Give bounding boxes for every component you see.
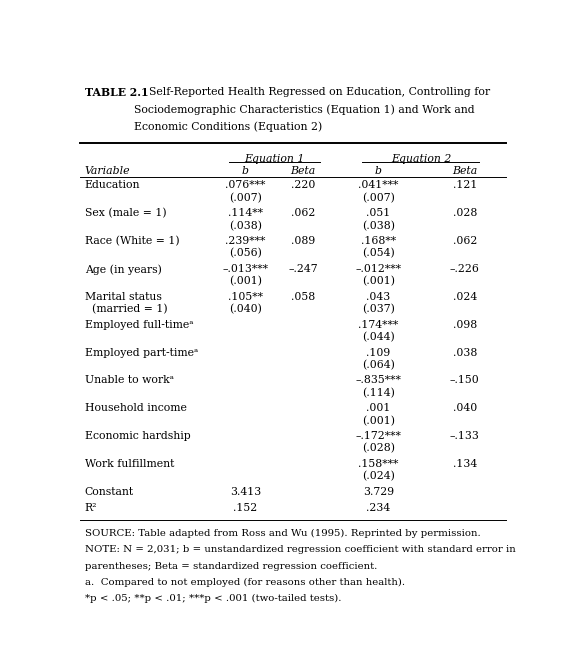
Text: (.007): (.007)	[362, 193, 395, 203]
Text: .051: .051	[366, 209, 390, 218]
Text: (.044): (.044)	[362, 332, 395, 342]
Text: Unable to workᵃ: Unable to workᵃ	[85, 375, 174, 386]
Text: Constant: Constant	[85, 487, 134, 497]
Text: (.024): (.024)	[362, 471, 395, 481]
Text: (.054): (.054)	[362, 248, 395, 258]
Text: Economic Conditions (Equation 2): Economic Conditions (Equation 2)	[134, 121, 322, 132]
Text: –.012***: –.012***	[355, 264, 402, 274]
Text: b: b	[375, 166, 382, 176]
Text: Beta: Beta	[290, 166, 316, 176]
Text: .152: .152	[233, 503, 257, 512]
Text: (.064): (.064)	[362, 360, 395, 370]
Text: (.037): (.037)	[362, 304, 395, 315]
Text: (.007): (.007)	[229, 193, 262, 203]
Text: SOURCE: Table adapted from Ross and Wu (1995). Reprinted by permission.: SOURCE: Table adapted from Ross and Wu (…	[85, 528, 480, 538]
Text: .076***: .076***	[225, 180, 265, 191]
Text: b: b	[242, 166, 249, 176]
Text: .062: .062	[291, 209, 315, 218]
Text: (.040): (.040)	[229, 304, 262, 315]
Text: Education: Education	[85, 180, 140, 191]
Text: Variable: Variable	[85, 166, 130, 176]
Text: Employed part-timeᵃ: Employed part-timeᵃ	[85, 348, 198, 358]
Text: .001: .001	[366, 403, 391, 413]
Text: (.001): (.001)	[362, 276, 395, 287]
Text: TABLE 2.1: TABLE 2.1	[85, 87, 148, 98]
Text: Equation 1: Equation 1	[244, 154, 304, 163]
Text: .043: .043	[366, 292, 390, 302]
Text: parentheses; Beta = standardized regression coefficient.: parentheses; Beta = standardized regress…	[85, 561, 377, 570]
Text: (.038): (.038)	[362, 220, 395, 231]
Text: –.150: –.150	[450, 375, 479, 386]
Text: –.247: –.247	[288, 264, 317, 274]
Text: (.028): (.028)	[362, 443, 395, 453]
Text: (.038): (.038)	[229, 220, 262, 231]
Text: .220: .220	[291, 180, 315, 191]
Text: .105**: .105**	[228, 292, 263, 302]
Text: .234: .234	[366, 503, 390, 512]
Text: –.835***: –.835***	[355, 375, 401, 386]
Text: Race (White = 1): Race (White = 1)	[85, 236, 180, 247]
Text: .058: .058	[291, 292, 315, 302]
Text: Sociodemographic Characteristics (Equation 1) and Work and: Sociodemographic Characteristics (Equati…	[134, 105, 474, 115]
Text: .114**: .114**	[228, 209, 263, 218]
Text: .024: .024	[452, 292, 477, 302]
Text: Beta: Beta	[452, 166, 477, 176]
Text: .098: .098	[452, 320, 477, 329]
Text: .121: .121	[452, 180, 477, 191]
Text: Economic hardship: Economic hardship	[85, 431, 190, 441]
Text: –.172***: –.172***	[355, 431, 401, 441]
Text: (.001): (.001)	[229, 276, 262, 287]
Text: (.001): (.001)	[362, 415, 395, 426]
Text: .168**: .168**	[361, 236, 396, 246]
Text: 3.413: 3.413	[229, 487, 261, 497]
Text: (.114): (.114)	[362, 388, 395, 398]
Text: –.013***: –.013***	[223, 264, 268, 274]
Text: (married = 1): (married = 1)	[85, 304, 168, 315]
Text: Employed full-timeᵃ: Employed full-timeᵃ	[85, 320, 193, 329]
Text: Household income: Household income	[85, 403, 186, 413]
Text: .040: .040	[452, 403, 477, 413]
Text: Marital status: Marital status	[85, 292, 162, 302]
Text: Equation 2: Equation 2	[392, 154, 452, 163]
Text: .041***: .041***	[358, 180, 399, 191]
Text: Self-Reported Health Regressed on Education, Controlling for: Self-Reported Health Regressed on Educat…	[149, 87, 490, 98]
Text: Sex (male = 1): Sex (male = 1)	[85, 209, 166, 218]
Text: .174***: .174***	[358, 320, 398, 329]
Text: .109: .109	[366, 348, 390, 358]
Text: .038: .038	[452, 348, 477, 358]
Text: .089: .089	[291, 236, 315, 246]
Text: .134: .134	[452, 459, 477, 469]
Text: –.226: –.226	[450, 264, 480, 274]
Text: .062: .062	[452, 236, 477, 246]
Text: *p < .05; **p < .01; ***p < .001 (two-tailed tests).: *p < .05; **p < .01; ***p < .001 (two-ta…	[85, 594, 341, 603]
Text: 3.729: 3.729	[363, 487, 394, 497]
Text: Age (in years): Age (in years)	[85, 264, 162, 275]
Text: Work fulfillment: Work fulfillment	[85, 459, 174, 469]
Text: .028: .028	[452, 209, 477, 218]
Text: NOTE: N = 2,031; b = unstandardized regression coefficient with standard error i: NOTE: N = 2,031; b = unstandardized regr…	[85, 545, 515, 554]
Text: (.056): (.056)	[229, 248, 262, 258]
Text: R²: R²	[85, 503, 97, 512]
Text: .158***: .158***	[358, 459, 399, 469]
Text: a.  Compared to not employed (for reasons other than health).: a. Compared to not employed (for reasons…	[85, 578, 405, 587]
Text: .239***: .239***	[225, 236, 265, 246]
Text: –.133: –.133	[450, 431, 480, 441]
